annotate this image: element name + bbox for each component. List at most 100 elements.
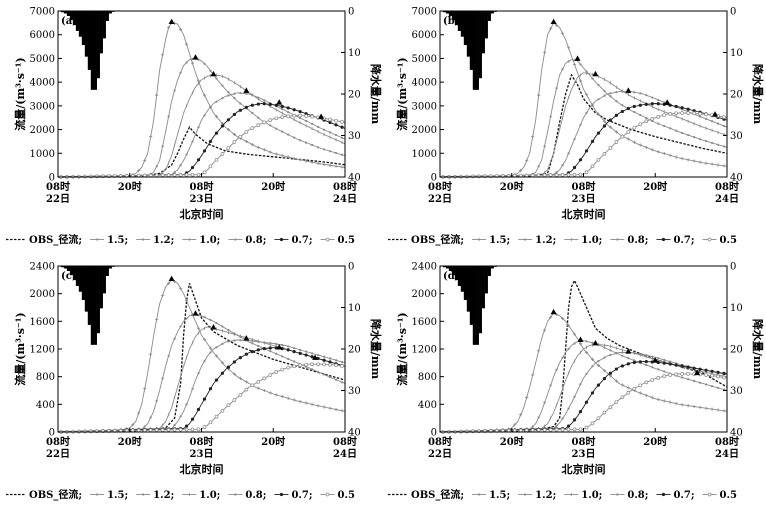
series-marker-p07	[578, 409, 583, 414]
series-marker-p12	[621, 104, 624, 107]
series-marker-p08	[197, 372, 200, 375]
series-marker-p12	[311, 368, 314, 371]
rain-tick-label: 40	[348, 173, 361, 184]
series-marker-p15	[668, 400, 672, 404]
legend-label: 1.5;	[489, 235, 510, 246]
series-marker-p15	[710, 162, 714, 166]
legend-marker-p08	[616, 493, 619, 496]
peak-marker	[712, 111, 719, 117]
series-marker-p08	[597, 360, 600, 363]
rain-bar	[66, 266, 71, 271]
series-marker-p12	[239, 102, 242, 105]
series-marker-p08	[322, 355, 326, 358]
series-marker-p07	[262, 102, 266, 106]
series-marker-p15	[149, 135, 153, 139]
series-marker-p05	[232, 140, 237, 144]
series-marker-p05	[584, 425, 589, 430]
series-marker-p08	[173, 423, 176, 427]
series-marker-p07	[608, 371, 613, 375]
series-marker-p07	[590, 391, 595, 395]
series-marker-p15	[626, 386, 630, 390]
series-marker-p08	[311, 122, 314, 126]
rain-bar	[72, 266, 77, 281]
series-marker-p15	[644, 145, 648, 149]
series-marker-p12	[561, 68, 564, 71]
rain-bar	[454, 266, 459, 281]
series-marker-p07	[184, 424, 189, 428]
y-tick-label: 5000	[412, 54, 437, 65]
series-marker-p15	[704, 406, 708, 410]
rain-tick-label: 40	[348, 428, 361, 439]
series-marker-p05	[686, 372, 690, 376]
series-marker-p05	[638, 122, 643, 127]
rain-bar	[102, 266, 106, 294]
series-marker-p15	[143, 158, 147, 162]
series-marker-p15	[674, 155, 678, 159]
legend-marker-p05	[325, 237, 330, 242]
rain-tick-label: 10	[348, 303, 361, 314]
rain-bar	[460, 266, 465, 292]
series-marker-p08	[663, 358, 666, 361]
series-marker-p12	[155, 165, 158, 168]
series-marker-p07	[220, 124, 225, 128]
series-marker-p05	[250, 126, 255, 130]
peak-marker	[550, 308, 557, 315]
series-marker-p12	[257, 116, 260, 119]
series-marker-p12	[698, 138, 702, 141]
series-marker-p05	[578, 427, 583, 432]
legend-marker-p08	[234, 238, 237, 241]
series-marker-p05	[626, 390, 631, 395]
series-marker-p05	[465, 429, 469, 434]
series-line-p08	[57, 92, 346, 178]
series-marker-p12	[328, 150, 332, 153]
panel-label: (a)	[61, 16, 77, 27]
series-line-p10	[57, 326, 346, 433]
series-marker-p05	[722, 375, 726, 380]
series-marker-p15	[650, 148, 654, 152]
series-marker-p15	[244, 139, 248, 144]
peak-marker	[312, 354, 319, 360]
x-tick-day-label: 22日	[46, 448, 70, 460]
series-marker-p12	[299, 139, 302, 142]
peak-marker	[210, 324, 217, 330]
series-marker-p08	[281, 343, 284, 347]
series-marker-p08	[328, 357, 332, 360]
series-marker-p05	[292, 113, 297, 118]
series-marker-p15	[626, 137, 630, 141]
legend-label: 0.5	[338, 490, 355, 501]
rain-bar	[93, 11, 97, 90]
series-line-p05	[57, 114, 346, 178]
series-marker-p07	[334, 123, 338, 127]
series-marker-p05	[280, 115, 285, 119]
panel-label: (c)	[61, 271, 77, 282]
legend-label: 0.8;	[627, 235, 648, 246]
series-line-p12	[57, 313, 346, 433]
series-marker-p15	[184, 42, 189, 46]
series-marker-p08	[179, 164, 182, 167]
series-marker-p05	[662, 374, 667, 378]
y-tick-label: 2000	[412, 289, 437, 300]
series-marker-p12	[185, 61, 188, 64]
series-marker-p15	[214, 354, 219, 358]
series-marker-p08	[305, 350, 308, 353]
series-marker-p12	[603, 346, 606, 349]
series-marker-p07	[602, 124, 607, 128]
x-tick-label: 08时	[428, 180, 452, 193]
rain-bar	[487, 11, 491, 21]
series-marker-p08	[633, 351, 636, 355]
series-marker-p08	[561, 417, 564, 420]
series-marker-p12	[627, 357, 630, 360]
series-marker-p12	[328, 375, 332, 379]
y-tick-label: 0	[431, 428, 437, 439]
series-marker-p08	[669, 360, 672, 363]
series-marker-p05	[680, 372, 685, 376]
series-marker-p05	[208, 164, 213, 169]
series-marker-p05	[656, 376, 661, 380]
series-marker-p15	[184, 298, 189, 303]
series-marker-p15	[149, 352, 153, 356]
series-marker-p05	[620, 395, 625, 400]
x-tick-label: 08时	[190, 180, 214, 193]
series-marker-p05	[560, 173, 565, 177]
series-marker-p08	[591, 103, 594, 106]
peak-marker	[192, 310, 199, 316]
